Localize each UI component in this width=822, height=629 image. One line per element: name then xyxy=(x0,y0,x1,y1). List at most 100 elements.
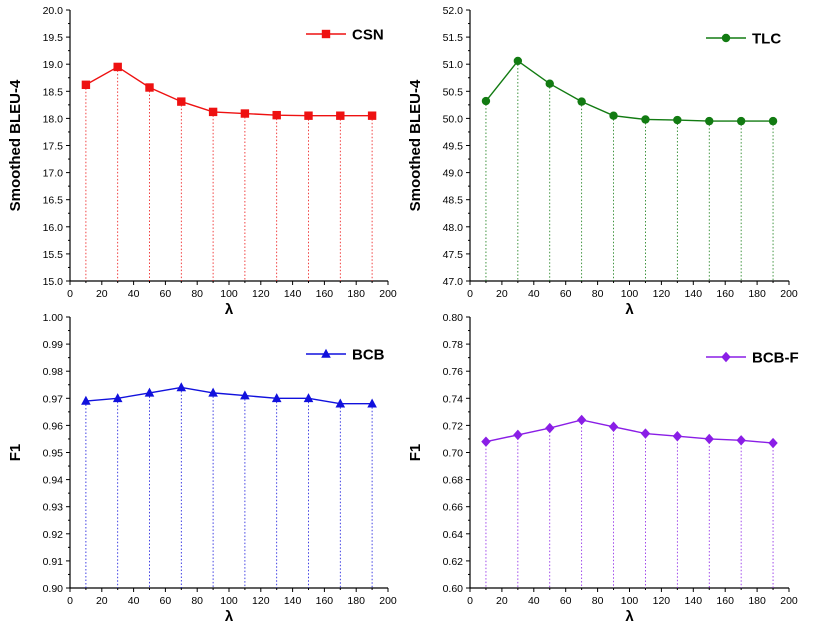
chart-panel-3: 0 20 40 60 80 100 120 140 160 180 200 0.90 0.91 0.92 0… xyxy=(7,312,397,625)
data-point xyxy=(736,116,746,126)
x-tick-label: 60 xyxy=(560,595,572,607)
data-point xyxy=(768,116,778,126)
x-tick-label: 100 xyxy=(220,288,238,300)
chart-panel-1: 0 20 40 60 80 100 120 140 160 180 200 15.0 15.5 16.0 1… xyxy=(7,5,397,318)
y-tick-label: 0.64 xyxy=(443,529,464,541)
data-point xyxy=(304,111,313,120)
y-axis-label: F1 xyxy=(7,444,24,462)
y-tick-label: 47.0 xyxy=(443,276,464,288)
y-tick-label: 0.62 xyxy=(443,556,464,568)
y-tick-label: 49.0 xyxy=(443,168,464,180)
legend-marker xyxy=(721,33,731,43)
data-point xyxy=(208,107,218,117)
x-axis-label: λ xyxy=(625,301,634,318)
data-point xyxy=(576,414,587,426)
y-tick-label: 0.76 xyxy=(443,366,464,378)
x-tick-label: 60 xyxy=(160,595,172,607)
y-tick-label: 0.93 xyxy=(43,502,64,514)
x-tick-label: 160 xyxy=(316,595,334,607)
x-axis-label: λ xyxy=(225,301,234,318)
x-tick-label: 60 xyxy=(560,288,572,300)
y-axis-label: Smoothed BLEU-4 xyxy=(7,79,24,211)
x-tick-label: 40 xyxy=(128,595,140,607)
x-tick-label: 20 xyxy=(96,595,108,607)
data-point xyxy=(240,390,250,400)
data-point xyxy=(672,431,683,442)
series-line-csn xyxy=(85,66,373,117)
y-tick-label: 52.0 xyxy=(443,5,464,17)
x-tick-label: 160 xyxy=(316,288,334,300)
x-tick-label: 200 xyxy=(379,288,397,300)
data-point xyxy=(609,111,618,120)
y-tick-label: 15.0 xyxy=(43,276,64,288)
legend: BCB-F xyxy=(706,350,799,367)
y-tick-label: 47.5 xyxy=(443,249,464,261)
x-tick-label: 0 xyxy=(67,595,73,607)
x-tick-label: 140 xyxy=(685,595,703,607)
y-tick-label: 48.0 xyxy=(443,222,464,234)
data-point xyxy=(545,79,554,88)
y-tick-label: 15.5 xyxy=(43,249,64,261)
y-tick-label: 0.72 xyxy=(443,420,464,432)
x-tick-label: 180 xyxy=(347,288,365,300)
y-tick-label: 18.5 xyxy=(43,86,64,98)
legend-label: BCB xyxy=(352,347,385,364)
x-tick-label: 140 xyxy=(284,595,302,607)
y-tick-label: 0.68 xyxy=(443,475,464,487)
x-tick-label: 20 xyxy=(496,288,508,300)
data-point xyxy=(271,393,282,403)
y-tick-label: 18.0 xyxy=(43,113,64,125)
data-point xyxy=(577,97,586,106)
data-point xyxy=(673,115,682,125)
data-point xyxy=(640,428,651,439)
legend-label: BCB-F xyxy=(752,350,799,367)
x-tick-label: 80 xyxy=(191,288,203,300)
chart-panel-4: 0 20 40 60 80 100 120 140 160 180 200 0.60 0.62 0.64 0… xyxy=(407,312,799,625)
y-tick-label: 0.96 xyxy=(43,420,64,432)
data-point xyxy=(144,387,155,397)
data-point xyxy=(113,62,122,72)
x-tick-label: 20 xyxy=(496,595,508,607)
legend-marker xyxy=(321,29,331,39)
series-line-bcb xyxy=(85,386,373,405)
y-tick-label: 19.0 xyxy=(43,59,64,71)
y-tick-label: 0.95 xyxy=(43,448,64,460)
x-tick-label: 60 xyxy=(160,288,172,300)
y-tick-label: 0.98 xyxy=(43,366,64,378)
x-tick-label: 0 xyxy=(467,595,473,607)
legend: CSN xyxy=(306,27,384,44)
y-tick-label: 0.70 xyxy=(443,448,464,460)
x-tick-label: 180 xyxy=(748,595,766,607)
x-tick-label: 20 xyxy=(96,288,108,300)
series-line-tlc xyxy=(485,59,774,122)
legend: TLC xyxy=(706,31,781,48)
y-tick-label: 0.78 xyxy=(443,339,464,351)
x-tick-label: 160 xyxy=(716,595,734,607)
data-point xyxy=(513,429,523,441)
data-point xyxy=(704,433,714,445)
y-tick-label: 0.92 xyxy=(43,529,64,541)
y-tick-label: 0.60 xyxy=(443,583,464,595)
y-tick-label: 17.5 xyxy=(43,141,64,153)
y-axis-label: F1 xyxy=(407,444,424,462)
y-tick-label: 1.00 xyxy=(43,312,64,324)
x-tick-label: 160 xyxy=(716,288,734,300)
y-tick-label: 17.0 xyxy=(43,168,64,180)
y-tick-label: 51.5 xyxy=(443,32,464,44)
data-point xyxy=(145,83,154,92)
x-tick-label: 120 xyxy=(252,595,270,607)
x-tick-label: 40 xyxy=(528,595,540,607)
data-point xyxy=(112,393,123,403)
data-point xyxy=(177,97,186,106)
y-tick-label: 0.97 xyxy=(43,393,64,405)
data-point xyxy=(481,96,491,106)
data-point xyxy=(176,382,187,392)
x-tick-label: 100 xyxy=(621,288,639,300)
y-tick-label: 0.80 xyxy=(443,312,464,324)
x-tick-label: 100 xyxy=(220,595,238,607)
y-tick-label: 0.94 xyxy=(43,475,64,487)
y-tick-label: 51.0 xyxy=(443,59,464,71)
y-axis-label: Smoothed BLEU-4 xyxy=(407,79,424,211)
y-tick-label: 48.5 xyxy=(443,195,464,207)
